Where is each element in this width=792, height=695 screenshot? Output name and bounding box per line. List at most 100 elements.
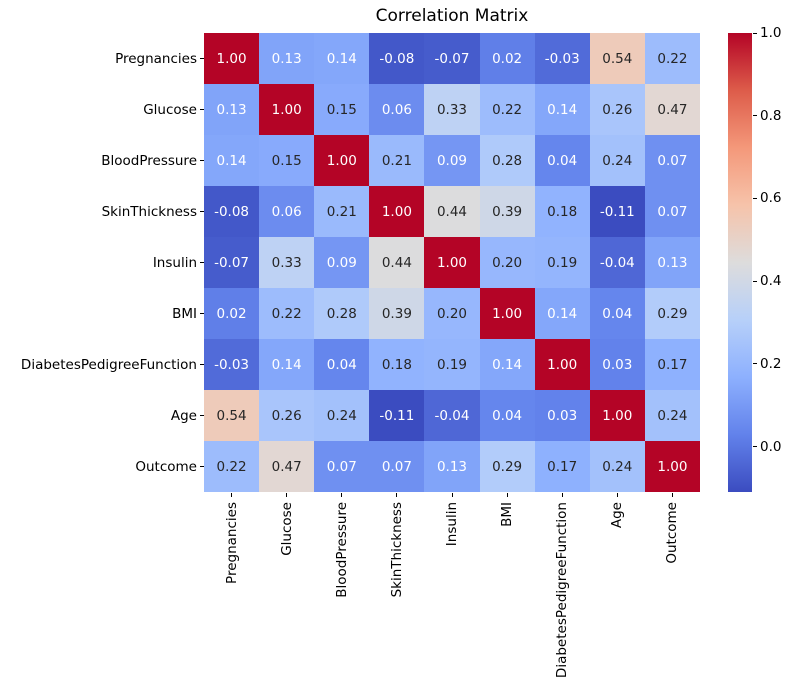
cell-value: 0.54 <box>216 407 247 424</box>
heatmap-cell: 0.14 <box>259 339 315 390</box>
heatmap-cell: 1.00 <box>534 339 590 390</box>
heatmap-cell: 0.20 <box>479 237 535 288</box>
heatmap-cell: -0.03 <box>534 33 590 84</box>
y-tick-mark <box>200 415 204 416</box>
heatmap-cell: -0.07 <box>424 33 480 84</box>
cell-value: -0.08 <box>214 203 250 220</box>
heatmap-cell: 0.39 <box>479 186 535 237</box>
cell-value: -0.11 <box>599 203 635 220</box>
cell-value: 0.15 <box>326 101 357 118</box>
colorbar-tick-mark <box>753 280 757 282</box>
cell-value: -0.04 <box>599 254 635 271</box>
cell-value: -0.04 <box>434 407 470 424</box>
cell-value: 0.18 <box>547 203 578 220</box>
heatmap-cell: 0.44 <box>424 186 480 237</box>
cell-value: 0.02 <box>216 305 247 322</box>
cell-value: 0.22 <box>216 458 247 475</box>
heatmap-cell: 0.07 <box>369 441 425 492</box>
cell-value: 1.00 <box>436 254 468 271</box>
colorbar-tick-label: 0.0 <box>760 438 782 455</box>
cell-value: 0.22 <box>271 305 302 322</box>
y-tick-mark <box>200 262 204 263</box>
cell-value: 0.22 <box>492 101 523 118</box>
heatmap-cell: 0.04 <box>479 390 535 441</box>
cell-value: 0.33 <box>271 254 302 271</box>
cell-value: 0.33 <box>436 101 468 118</box>
heatmap-cell: -0.07 <box>204 237 260 288</box>
cell-value: 1.00 <box>492 305 523 322</box>
colorbar-tick-mark <box>753 363 757 365</box>
heatmap-cell: 0.24 <box>589 135 645 186</box>
cell-value: 0.21 <box>326 203 357 220</box>
x-tick-mark <box>286 493 288 497</box>
heatmap-cell: 0.07 <box>644 135 700 186</box>
heatmap-cell: 0.15 <box>314 84 370 135</box>
cell-value: 0.29 <box>657 305 688 322</box>
heatmap-cell: 0.47 <box>644 84 700 135</box>
heatmap-cell: 1.00 <box>644 441 700 492</box>
cell-value: 0.03 <box>602 356 633 373</box>
heatmap-cell: 0.33 <box>259 237 315 288</box>
cell-value: 0.09 <box>326 254 357 271</box>
chart-title: Correlation Matrix <box>375 6 529 26</box>
cell-value: 0.04 <box>492 407 523 424</box>
heatmap-cell: 0.15 <box>259 135 315 186</box>
heatmap-cell: 0.13 <box>259 33 315 84</box>
cell-value: 0.39 <box>492 203 523 220</box>
cell-value: 0.15 <box>271 152 302 169</box>
heatmap-cell: 0.14 <box>534 84 590 135</box>
heatmap-cell: 0.17 <box>644 339 700 390</box>
heatmap-cell: 0.47 <box>259 441 315 492</box>
x-tick-mark <box>561 493 563 497</box>
cell-value: 0.19 <box>547 254 578 271</box>
cell-value: 1.00 <box>216 50 247 67</box>
cell-value: 0.09 <box>436 152 468 169</box>
cell-value: 1.00 <box>657 458 688 475</box>
heatmap-cell: 0.19 <box>534 237 590 288</box>
heatmap-cell: 0.26 <box>589 84 645 135</box>
heatmap-cell: 0.02 <box>479 33 535 84</box>
y-tick-mark <box>200 109 204 110</box>
x-axis-label: BMI <box>499 502 516 527</box>
x-axis-label: DiabetesPedigreeFunction <box>554 502 571 679</box>
heatmap-cell: 0.04 <box>534 135 590 186</box>
cell-value: 1.00 <box>602 407 633 424</box>
cell-value: 0.24 <box>602 458 633 475</box>
x-tick-mark <box>341 493 343 497</box>
cell-value: 0.54 <box>602 50 633 67</box>
heatmap-cell: 1.00 <box>589 390 645 441</box>
heatmap-cell: -0.08 <box>204 186 260 237</box>
colorbar-tick-label: 0.4 <box>760 273 782 290</box>
cell-value: 0.24 <box>657 407 688 424</box>
cell-value: 0.24 <box>326 407 357 424</box>
cell-value: 0.20 <box>436 305 468 322</box>
cell-value: 0.17 <box>547 458 578 475</box>
cell-value: 0.13 <box>271 50 302 67</box>
cell-value: 0.13 <box>436 458 468 475</box>
heatmap-cell: 0.14 <box>314 33 370 84</box>
cell-value: -0.07 <box>434 50 470 67</box>
cell-value: -0.11 <box>379 407 415 424</box>
x-axis-label: SkinThickness <box>388 502 405 598</box>
y-axis-label: Glucose <box>143 101 197 118</box>
cell-value: 0.06 <box>271 203 302 220</box>
cell-value: 0.03 <box>547 407 578 424</box>
colorbar-tick-label: 1.0 <box>760 25 782 41</box>
cell-value: 1.00 <box>271 101 302 118</box>
cell-value: 0.44 <box>381 254 412 271</box>
heatmap-cell: -0.11 <box>369 390 425 441</box>
y-axis-label: Outcome <box>135 458 197 475</box>
cell-value: 0.29 <box>492 458 523 475</box>
x-axis-label: Outcome <box>664 502 681 564</box>
x-tick-mark <box>396 493 398 497</box>
y-tick-mark <box>200 313 204 314</box>
cell-value: 0.39 <box>381 305 412 322</box>
heatmap-cell: 1.00 <box>369 186 425 237</box>
heatmap-cell: 0.26 <box>259 390 315 441</box>
heatmap-cell: 0.19 <box>424 339 480 390</box>
cell-value: 0.26 <box>271 407 302 424</box>
y-axis-label: Insulin <box>152 254 197 271</box>
heatmap-cell: 0.04 <box>314 339 370 390</box>
heatmap-cell: 0.24 <box>314 390 370 441</box>
x-tick-mark <box>616 493 618 497</box>
